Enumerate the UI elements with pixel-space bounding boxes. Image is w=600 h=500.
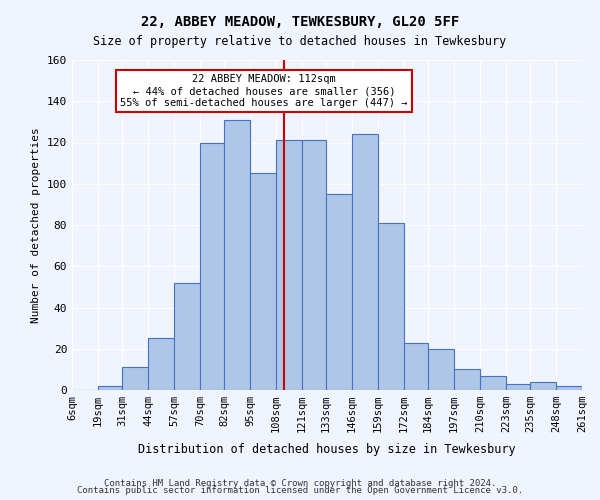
Bar [404, 342, 428, 390]
Bar [122, 368, 148, 390]
Bar [378, 223, 404, 390]
Bar [530, 382, 556, 390]
Text: Contains public sector information licensed under the Open Government Licence v3: Contains public sector information licen… [77, 486, 523, 495]
Text: Size of property relative to detached houses in Tewkesbury: Size of property relative to detached ho… [94, 35, 506, 48]
Bar [454, 370, 480, 390]
Bar [276, 140, 302, 390]
X-axis label: Distribution of detached houses by size in Tewkesbury: Distribution of detached houses by size … [138, 444, 516, 456]
Text: Contains HM Land Registry data © Crown copyright and database right 2024.: Contains HM Land Registry data © Crown c… [104, 478, 496, 488]
Bar [148, 338, 174, 390]
Bar [250, 174, 276, 390]
Bar [224, 120, 250, 390]
Bar [506, 384, 530, 390]
Bar [174, 283, 200, 390]
Text: 22 ABBEY MEADOW: 112sqm
← 44% of detached houses are smaller (356)
55% of semi-d: 22 ABBEY MEADOW: 112sqm ← 44% of detache… [120, 74, 408, 108]
Bar [98, 386, 122, 390]
Y-axis label: Number of detached properties: Number of detached properties [31, 127, 41, 323]
Bar [352, 134, 378, 390]
Bar [200, 142, 224, 390]
Bar [480, 376, 506, 390]
Bar [428, 349, 454, 390]
Bar [302, 140, 326, 390]
Bar [326, 194, 352, 390]
Text: 22, ABBEY MEADOW, TEWKESBURY, GL20 5FF: 22, ABBEY MEADOW, TEWKESBURY, GL20 5FF [141, 15, 459, 29]
Bar [556, 386, 582, 390]
